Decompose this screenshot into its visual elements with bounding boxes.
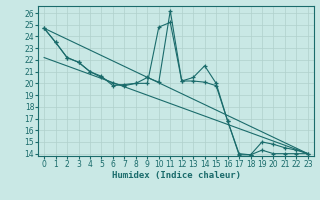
X-axis label: Humidex (Indice chaleur): Humidex (Indice chaleur) bbox=[111, 171, 241, 180]
